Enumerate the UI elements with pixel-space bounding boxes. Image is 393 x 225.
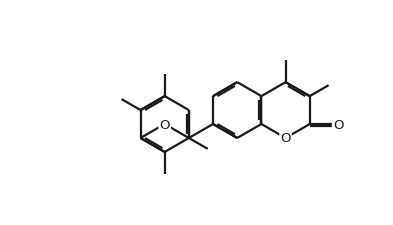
Text: O: O	[160, 118, 170, 131]
Text: O: O	[333, 118, 343, 131]
Text: O: O	[280, 132, 291, 145]
